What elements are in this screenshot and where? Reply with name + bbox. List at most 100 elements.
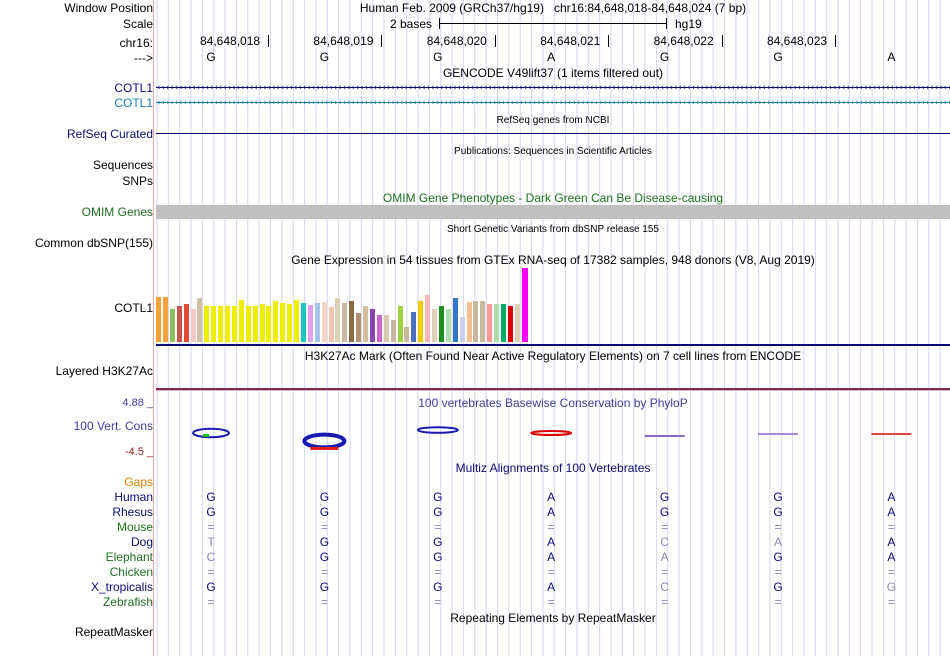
ruler[interactable]: 84,648,018 84,648,019 84,648,020 84,648,021…	[156, 35, 950, 49]
gtex-tissue-bar[interactable]	[156, 297, 161, 342]
scale-bar: 2 bases hg19	[156, 17, 950, 31]
gtex-tissue-bar[interactable]	[521, 268, 528, 342]
multiz-base: =	[661, 520, 669, 534]
gtex-tissue-bar[interactable]	[328, 307, 334, 342]
gtex-tissue-bar[interactable]	[190, 309, 196, 342]
h3k27ac-signal[interactable]	[156, 388, 950, 391]
gtex-tissue-bar[interactable]	[225, 306, 230, 342]
multiz-base: G	[659, 505, 670, 519]
gencode-transcript-2[interactable]: ‹‹‹‹‹‹‹‹‹‹‹‹‹‹‹‹‹‹‹‹‹‹‹‹‹‹‹‹‹‹‹‹‹‹‹‹‹‹‹‹…	[156, 99, 950, 107]
gtex-tissue-bar[interactable]	[369, 309, 375, 342]
gtex-tissue-bar[interactable]	[376, 315, 382, 342]
gtex-tissue-bar[interactable]	[238, 300, 244, 342]
gtex-tissue-bar[interactable]	[459, 317, 465, 342]
multiz-species-label[interactable]: Elephant	[105, 550, 153, 564]
gtex-tissue-bar[interactable]	[494, 304, 500, 342]
gencode-track-label-1[interactable]: COTL1	[114, 81, 153, 95]
scale-db: hg19	[675, 17, 702, 31]
gtex-tissue-bar[interactable]	[438, 306, 444, 342]
gtex-tissue-bar[interactable]	[176, 306, 182, 342]
gtex-tissue-bar[interactable]	[356, 313, 362, 342]
multiz-species-label[interactable]: Mouse	[116, 520, 153, 534]
multiz-species-label[interactable]: Dog	[130, 535, 153, 549]
omim-gene-bar[interactable]	[156, 205, 950, 219]
h3k27ac-label[interactable]: Layered H3K27Ac	[55, 364, 153, 378]
gtex-tissue-bar[interactable]	[411, 312, 417, 342]
gtex-tissue-bar[interactable]	[280, 303, 286, 342]
gencode-track-label-2[interactable]: COTL1	[114, 96, 153, 110]
gtex-tissue-bar[interactable]	[507, 306, 513, 342]
ruler-tick-label: 84,648,019	[313, 34, 374, 48]
phylop-label[interactable]: 100 Vert. Cons	[73, 419, 153, 433]
multiz-species-label[interactable]: Rhesus	[112, 505, 153, 519]
gtex-tissue-bar[interactable]	[321, 302, 327, 342]
ruler-tick-label: 84,648,020	[426, 34, 487, 48]
phylop-score-glyph[interactable]	[758, 433, 798, 435]
multiz-species-label[interactable]: Zebrafish	[102, 595, 153, 609]
phylop-score-glyph[interactable]	[192, 427, 230, 439]
ruler-base: A	[887, 50, 896, 64]
gtex-tissue-bar[interactable]	[259, 304, 265, 342]
gtex-tissue-bar[interactable]	[432, 309, 437, 342]
refseq-label[interactable]: RefSeq Curated	[66, 127, 153, 141]
multiz-species-label[interactable]: Human	[114, 490, 153, 504]
phylop-score-glyph[interactable]	[644, 435, 685, 437]
gtex-tissue-bar[interactable]	[231, 306, 237, 342]
gtex-tissue-bar[interactable]	[425, 295, 431, 342]
gencode-transcript-1[interactable]: ‹‹‹‹‹‹‹‹‹‹‹‹‹‹‹‹‹‹‹‹‹‹‹‹‹‹‹‹‹‹‹‹‹‹‹‹‹‹‹‹…	[156, 84, 950, 92]
gtex-tissue-bar[interactable]	[514, 304, 520, 342]
gtex-tissue-bar[interactable]	[487, 304, 493, 342]
gtex-tissue-bar[interactable]	[183, 304, 189, 342]
gtex-tissue-bar[interactable]	[349, 301, 355, 342]
gtex-tissue-bar[interactable]	[445, 309, 451, 342]
gtex-tissue-bar[interactable]	[342, 303, 348, 342]
gtex-tissue-bar[interactable]	[404, 327, 410, 342]
gtex-tissue-bar[interactable]	[287, 304, 293, 342]
ruler-tick-mark	[835, 35, 836, 47]
omim-label[interactable]: OMIM Genes	[81, 205, 153, 219]
phylop-score-glyph[interactable]	[871, 433, 912, 435]
gtex-tissue-bar[interactable]	[473, 301, 479, 342]
phylop-score-glyph[interactable]	[416, 426, 459, 434]
gtex-tissue-bar[interactable]	[245, 306, 251, 342]
gtex-tissue-bar[interactable]	[204, 306, 210, 342]
gtex-bar-chart[interactable]	[156, 268, 536, 342]
multiz-base: G	[659, 490, 670, 504]
gtex-tissue-bar[interactable]	[314, 303, 320, 342]
gtex-tissue-bar[interactable]	[383, 315, 389, 342]
multiz-base: G	[319, 535, 330, 549]
gtex-tissue-bar[interactable]	[162, 297, 168, 342]
multiz-species-label[interactable]: Chicken	[109, 565, 153, 579]
gtex-gene-label[interactable]: COTL1	[114, 301, 153, 315]
gtex-tissue-bar[interactable]	[452, 298, 458, 342]
gtex-tissue-bar[interactable]	[363, 306, 368, 342]
publications-sequences-label[interactable]: Sequences	[92, 158, 153, 172]
gtex-tissue-bar[interactable]	[218, 306, 224, 342]
gtex-tissue-bar[interactable]	[501, 304, 506, 342]
gtex-tissue-bar[interactable]	[418, 301, 424, 342]
gtex-tissue-bar[interactable]	[335, 298, 341, 342]
gtex-tissue-bar[interactable]	[480, 301, 486, 342]
repeatmasker-label[interactable]: RepeatMasker	[74, 625, 153, 639]
gtex-tissue-bar[interactable]	[252, 306, 258, 342]
dbsnp-label[interactable]: Common dbSNP(155)	[34, 236, 153, 250]
phylop-score-glyph[interactable]	[302, 432, 347, 450]
phylop-logo-track[interactable]	[156, 420, 950, 454]
gtex-tissue-bar[interactable]	[300, 303, 306, 342]
publications-snps-label[interactable]: SNPs	[122, 174, 153, 188]
gtex-tissue-bar[interactable]	[466, 302, 472, 342]
phylop-score-glyph[interactable]	[530, 430, 573, 436]
gtex-tissue-bar[interactable]	[266, 306, 272, 342]
gtex-tissue-bar[interactable]	[397, 306, 403, 342]
refseq-gene-line[interactable]	[156, 133, 950, 134]
gtex-tissue-bar[interactable]	[211, 306, 217, 342]
multiz-base: A	[547, 535, 556, 549]
gtex-tissue-bar[interactable]	[273, 301, 279, 342]
gtex-tissue-bar[interactable]	[390, 320, 396, 342]
multiz-species-label[interactable]: X_tropicalis	[90, 580, 153, 594]
gtex-tissue-bar[interactable]	[307, 305, 313, 342]
gtex-tissue-bar[interactable]	[197, 298, 203, 342]
gtex-tissue-bar[interactable]	[169, 309, 175, 342]
gtex-tissue-bar[interactable]	[294, 300, 299, 342]
